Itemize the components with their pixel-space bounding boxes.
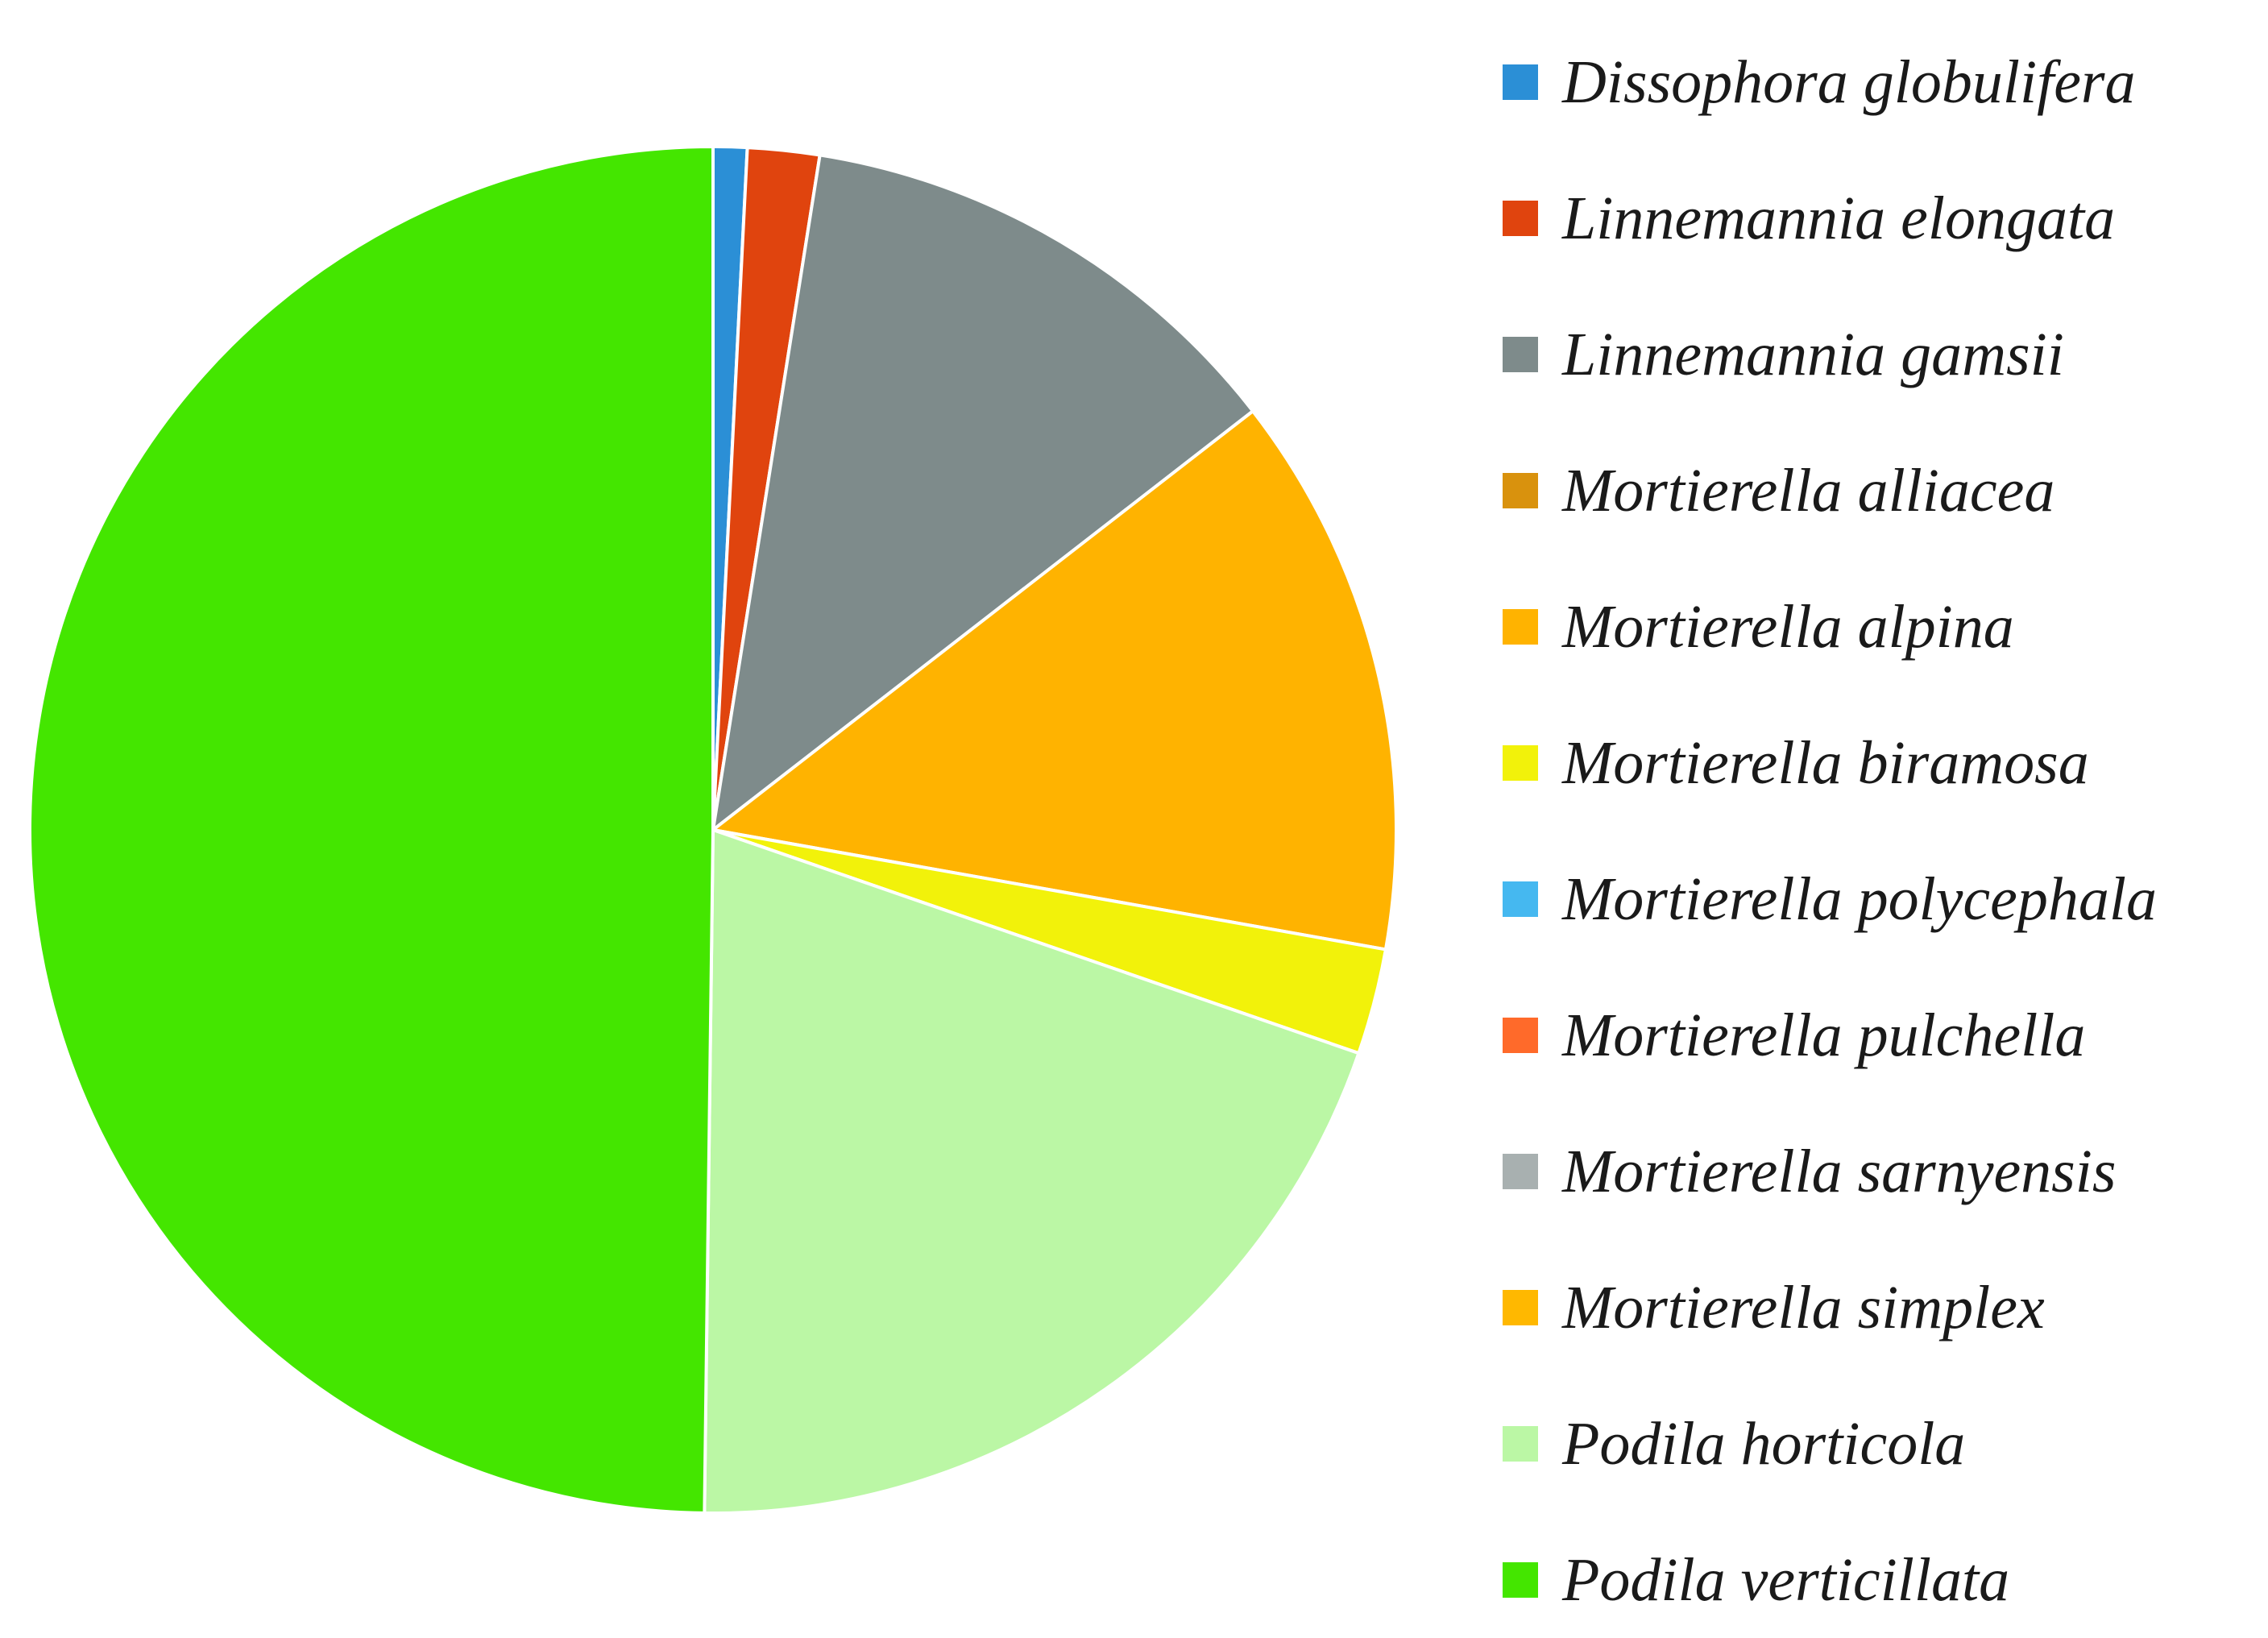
legend-swatch — [1503, 1426, 1538, 1462]
pie-slices — [28, 145, 1398, 1515]
pie-slice-linnemannia-gamsii — [711, 153, 1255, 831]
legend-swatch — [1503, 473, 1538, 508]
legend-item-mortierella-simplex: Mortierella simplex — [1503, 1267, 2045, 1348]
legend-swatch — [1503, 1290, 1538, 1325]
legend-swatch — [1503, 337, 1538, 372]
legend-label: Linnemannia elongata — [1562, 185, 2116, 252]
legend-item-podila-horticola: Podila horticola — [1503, 1404, 1965, 1484]
legend-item-mortierella-polycephala: Mortierella polycephala — [1503, 859, 2157, 939]
legend-item-mortierella-pulchella: Mortierella pulchella — [1503, 995, 2085, 1076]
legend-swatch — [1503, 1154, 1538, 1189]
legend-label: Mortierella sarnyensis — [1562, 1138, 2117, 1205]
legend-item-dissophora-globulifera: Dissophora globulifera — [1503, 42, 2136, 122]
legend-label: Dissophora globulifera — [1562, 48, 2136, 116]
legend-swatch — [1503, 1562, 1538, 1598]
legend-item-podila-verticillata: Podila verticillata — [1503, 1540, 2009, 1620]
legend-item-mortierella-sarnyensis: Mortierella sarnyensis — [1503, 1131, 2116, 1212]
legend-label: Podila verticillata — [1562, 1546, 2010, 1614]
legend-item-linnemannia-elongata: Linnemannia elongata — [1503, 178, 2115, 259]
pie-slice-podila-horticola — [703, 828, 1361, 1515]
legend: Dissophora globulifera Linnemannia elonga… — [1503, 0, 2268, 1638]
legend-label: Mortierella simplex — [1562, 1274, 2045, 1342]
legend-label: Podila horticola — [1562, 1410, 1966, 1478]
legend-swatch — [1503, 609, 1538, 645]
legend-label: Mortierella alliacea — [1562, 457, 2055, 525]
legend-item-linnemannia-gamsii: Linnemannia gamsii — [1503, 314, 2064, 395]
legend-label: Mortierella alpina — [1562, 593, 2014, 661]
legend-label: Mortierella polycephala — [1562, 865, 2157, 933]
legend-item-mortierella-alliacea: Mortierella alliacea — [1503, 450, 2054, 531]
pie-slice-podila-verticillata — [28, 145, 715, 1515]
pie-plot-area — [28, 145, 1398, 1515]
legend-swatch — [1503, 201, 1538, 236]
legend-swatch — [1503, 64, 1538, 100]
legend-swatch — [1503, 881, 1538, 917]
legend-label: Linnemannia gamsii — [1562, 321, 2064, 388]
legend-label: Mortierella biramosa — [1562, 729, 2089, 797]
pie-slice-mortierella-alpina — [711, 409, 1398, 952]
legend-label: Mortierella pulchella — [1562, 1001, 2086, 1069]
legend-item-mortierella-biramosa: Mortierella biramosa — [1503, 723, 2089, 803]
legend-swatch — [1503, 1018, 1538, 1053]
legend-item-mortierella-alpina: Mortierella alpina — [1503, 587, 2014, 667]
legend-swatch — [1503, 745, 1538, 781]
